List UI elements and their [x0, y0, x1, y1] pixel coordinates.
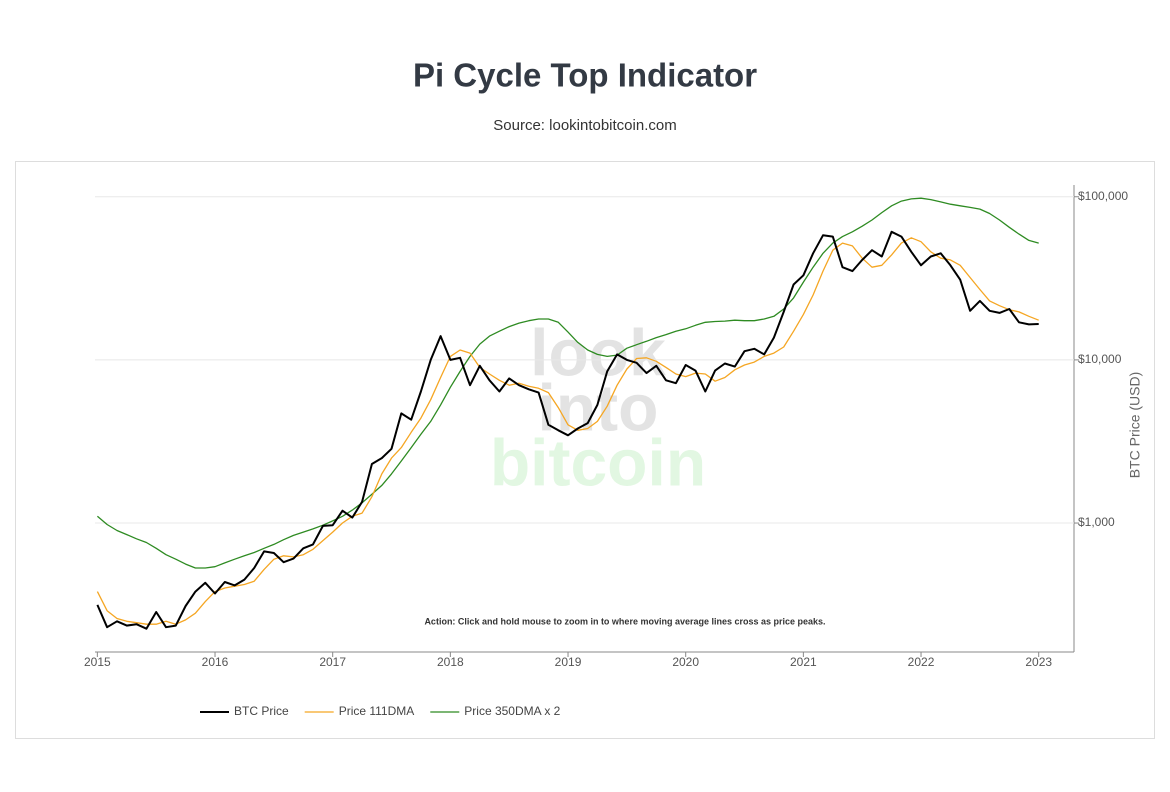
series-line — [96, 197, 1039, 569]
series-line — [96, 230, 1039, 630]
legend-label: BTC Price — [234, 704, 289, 718]
chart-subtitle: Source: lookintobitcoin.com — [493, 117, 676, 134]
x-tick-label: 2017 — [319, 655, 346, 669]
series-line — [96, 237, 1039, 625]
legend-label: Price 350DMA x 2 — [464, 704, 560, 718]
chart-title: Pi Cycle Top Indicator — [413, 57, 757, 94]
x-tick-label: 2022 — [908, 655, 935, 669]
annotation: Action: Click and hold mouse to zoom in … — [424, 616, 825, 626]
y-tick-label: $1,000 — [1078, 515, 1115, 529]
watermark: bitcoin — [490, 425, 706, 499]
x-tick-label: 2021 — [790, 655, 817, 669]
x-tick-label: 2020 — [672, 655, 699, 669]
legend-label: Price 111DMA — [339, 704, 415, 718]
chart-frame — [15, 161, 1155, 739]
y-tick-label: $100,000 — [1078, 189, 1128, 203]
x-tick-label: 2016 — [202, 655, 229, 669]
x-tick-label: 2015 — [84, 655, 111, 669]
y-tick-label: $10,000 — [1078, 352, 1122, 366]
y-axis-label: BTC Price (USD) — [1127, 372, 1143, 479]
x-tick-label: 2023 — [1025, 655, 1052, 669]
x-tick-label: 2019 — [555, 655, 582, 669]
x-tick-label: 2018 — [437, 655, 464, 669]
watermark: look — [530, 315, 666, 389]
